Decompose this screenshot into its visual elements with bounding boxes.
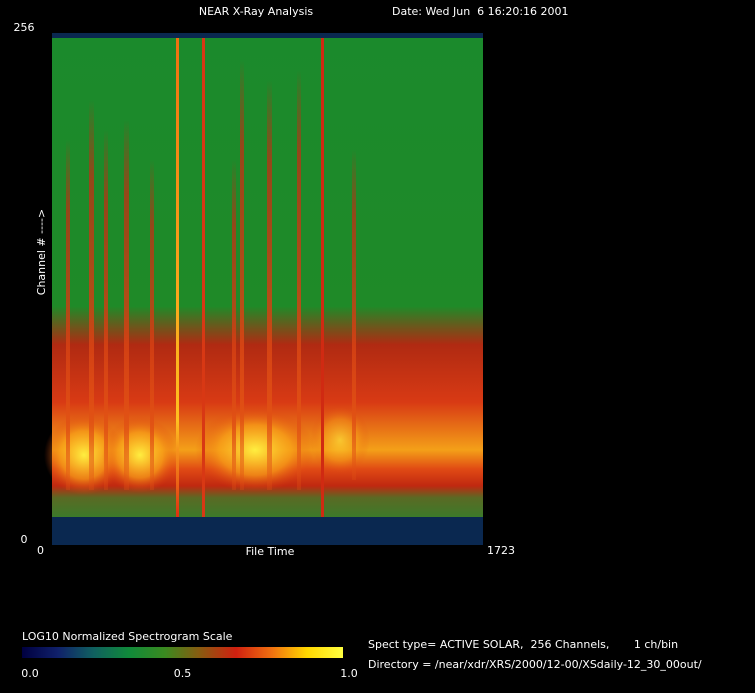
intensity-region <box>195 408 315 492</box>
streak <box>297 70 301 490</box>
streak <box>202 38 205 517</box>
colorbar-tick-label: 0.5 <box>174 667 192 680</box>
y-axis-label: Channel # ----> <box>35 209 48 295</box>
streak <box>150 160 154 490</box>
streak <box>240 60 244 490</box>
streak <box>104 130 108 490</box>
directory-info: Directory = /near/xdr/XRS/2000/12-00/XSd… <box>368 658 702 671</box>
streak <box>321 38 324 517</box>
intensity-region <box>102 417 178 493</box>
spectrum-info: Spect type= ACTIVE SOLAR, 256 Channels, … <box>368 638 678 651</box>
colorbar-title: LOG10 Normalized Spectrogram Scale <box>22 630 233 643</box>
x-tick-label: 0 <box>37 544 44 557</box>
x-tick-label: 1723 <box>487 544 515 557</box>
y-tick-label: 256 <box>14 21 35 34</box>
intensity-region <box>310 405 370 475</box>
x-axis-label: File Time <box>246 545 295 558</box>
streak <box>352 150 356 480</box>
streak <box>124 120 129 490</box>
colorbar-tick-label: 0.0 <box>21 667 39 680</box>
colorbar-tick-label: 1.0 <box>340 667 358 680</box>
streak <box>267 80 272 490</box>
streak <box>66 140 70 490</box>
spectrogram-image <box>44 33 483 545</box>
chart-title: NEAR X-Ray Analysis <box>199 5 314 18</box>
streak <box>232 160 236 490</box>
streak <box>89 100 94 490</box>
colorbar <box>22 647 343 658</box>
date-label: Date: Wed Jun 6 16:20:16 2001 <box>392 5 569 18</box>
y-tick-label: 0 <box>21 533 28 546</box>
streak <box>176 38 179 517</box>
streaks <box>66 38 356 517</box>
